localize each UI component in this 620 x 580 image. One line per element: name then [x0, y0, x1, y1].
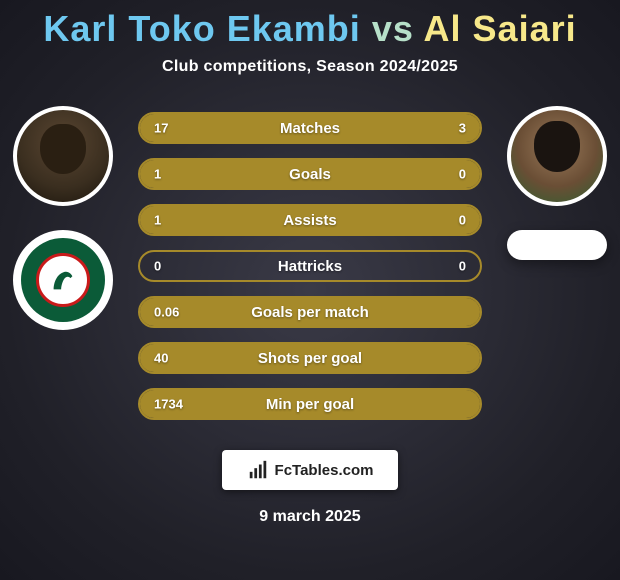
player2-column [502, 106, 612, 260]
stat-row: 1 0 Assists [138, 204, 482, 236]
stat-value-left: 0.06 [154, 305, 179, 320]
stat-value-right: 3 [459, 121, 466, 136]
stat-row: 1734 Min per goal [138, 388, 482, 420]
stat-value-right: 0 [459, 213, 466, 228]
snapshot-date: 9 march 2025 [0, 508, 620, 526]
vs-label: vs [372, 8, 414, 49]
site-name: FcTables.com [275, 462, 374, 479]
subtitle: Club competitions, Season 2024/2025 [0, 58, 620, 76]
comparison-title: Karl Toko Ekambi vs Al Saiari [0, 0, 620, 50]
chart-icon [247, 459, 269, 481]
stat-value-left: 0 [154, 259, 161, 274]
stat-label: Goals [289, 166, 331, 183]
stat-label: Shots per goal [258, 350, 362, 367]
stat-label: Min per goal [266, 396, 354, 413]
stat-value-left: 1 [154, 167, 161, 182]
player2-club-badge [507, 230, 607, 260]
stat-row: 0 0 Hattricks [138, 250, 482, 282]
comparison-content: 17 3 Matches 1 0 Goals 1 0 Assists 0 0 Hattricks 0.0… [0, 106, 620, 446]
player2-avatar [507, 106, 607, 206]
player1-avatar [13, 106, 113, 206]
stats-bars: 17 3 Matches 1 0 Goals 1 0 Assists 0 0 Hattricks 0.0… [138, 112, 482, 434]
stat-value-left: 1 [154, 213, 161, 228]
stat-row: 17 3 Matches [138, 112, 482, 144]
horse-icon [48, 265, 78, 295]
stat-value-right: 0 [459, 259, 466, 274]
stat-label: Assists [283, 212, 336, 229]
player1-club-badge [13, 230, 113, 330]
stat-label: Matches [280, 120, 340, 137]
player2-name: Al Saiari [424, 8, 577, 49]
stat-row: 40 Shots per goal [138, 342, 482, 374]
site-badge[interactable]: FcTables.com [222, 450, 398, 490]
stat-label: Goals per match [251, 304, 369, 321]
stat-fill-right [429, 114, 480, 142]
stat-value-left: 40 [154, 351, 168, 366]
stat-label: Hattricks [278, 258, 342, 275]
stat-value-left: 1734 [154, 397, 183, 412]
stat-row: 0.06 Goals per match [138, 296, 482, 328]
player1-column [8, 106, 118, 330]
stat-value-right: 0 [459, 167, 466, 182]
stat-value-left: 17 [154, 121, 168, 136]
player1-name: Karl Toko Ekambi [43, 8, 360, 49]
stat-row: 1 0 Goals [138, 158, 482, 190]
